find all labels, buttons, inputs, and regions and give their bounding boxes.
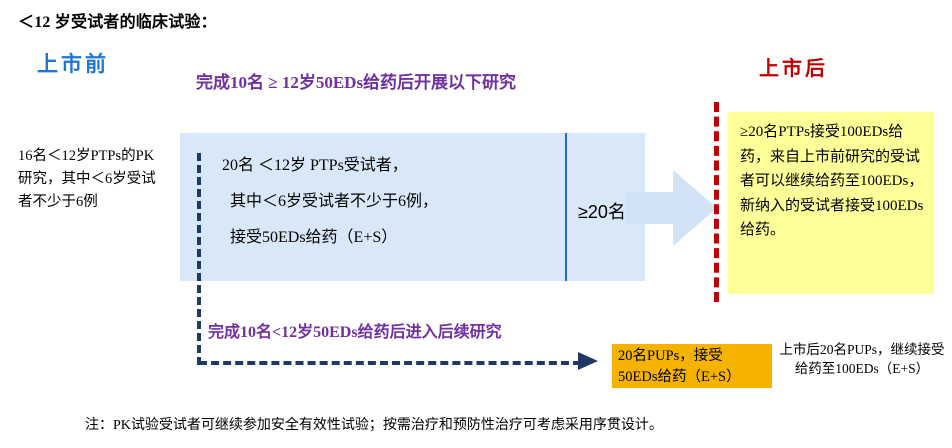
pk-study-text: 16名＜12岁PTPs的PK研究，其中＜6岁受试者不少于6例 xyxy=(18,148,156,210)
threshold-label: ≥20名 xyxy=(578,202,626,222)
stage-header-pre-market: 上市前 xyxy=(37,52,109,76)
stage-header-post-market: 上市后 xyxy=(759,58,828,80)
post-market-box: ≥20名PTPs接受100EDs给药，来自上市前研究的受试者可以继续给药至100… xyxy=(728,112,934,294)
dashed-connector-horizontal xyxy=(199,361,581,365)
band-divider-line xyxy=(565,133,567,281)
main-study-line-3: 接受50EDs给药（E+S） xyxy=(230,229,398,246)
pups-box-line-2: 50EDs给药（E+S） xyxy=(618,369,741,385)
pups-box: 20名PUPs，接受 50EDs给药（E+S） xyxy=(612,344,772,388)
caption-top: 完成10名 ≥ 12岁50EDs给药后开展以下研究 xyxy=(196,73,517,92)
post-market-box-text: ≥20名PTPs接受100EDs给药，来自上市前研究的受试者可以继续给药至100… xyxy=(740,124,924,238)
dashed-arrowhead-icon xyxy=(578,352,598,370)
main-study-band xyxy=(180,133,645,281)
market-divider-dashed-line xyxy=(714,102,719,302)
pups-box-line-1: 20名PUPs，接受 xyxy=(618,348,723,364)
main-study-text: 20名 ＜12岁 PTPs受试者， 其中＜6岁受试者不少于6例， 接受50EDs… xyxy=(222,148,552,256)
pups-box-text: 20名PUPs，接受 50EDs给药（E+S） xyxy=(612,344,772,388)
dashed-connector-vertical xyxy=(197,153,201,365)
caption-bottom: 完成10名<12岁50EDs给药后进入后续研究 xyxy=(208,324,502,341)
main-study-line-1: 20名 ＜12岁 PTPs受试者， xyxy=(222,157,408,174)
footnote: 注：PK试验受试者可继续参加安全有效性试验；按需治疗和预防性治疗可考虑采用序贯设… xyxy=(85,418,663,433)
main-study-line-2: 其中＜6岁受试者不少于6例， xyxy=(230,193,439,210)
page-title: ＜12 岁受试者的临床试验： xyxy=(18,14,217,31)
pups-post-market-text: 上市后20名PUPs，继续接受给药至100EDs（E+S） xyxy=(779,342,945,376)
block-arrow-icon xyxy=(625,162,717,254)
